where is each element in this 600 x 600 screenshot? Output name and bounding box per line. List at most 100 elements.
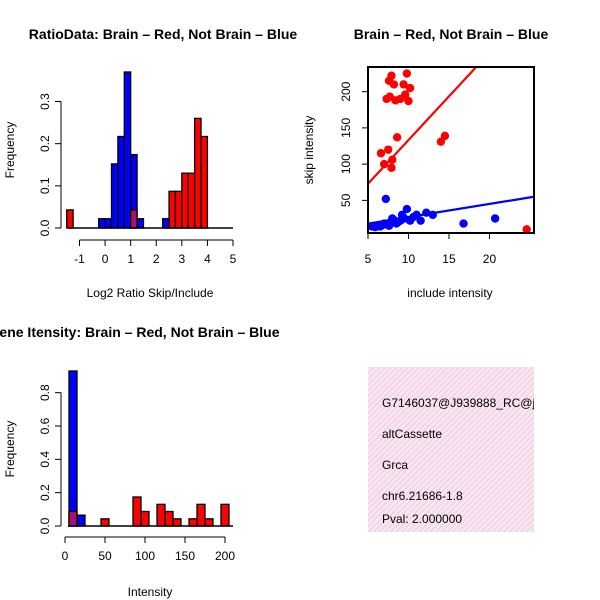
scatter-point-brain-16 xyxy=(388,155,397,164)
intensity-y-axis: 0.0 0.2 0.4 0.6 0.8 xyxy=(38,384,62,534)
scatter-y-tick-label: 200 xyxy=(339,81,353,101)
intensity-y-tick-label: 0.6 xyxy=(38,417,52,434)
ratio-bar-brain-5 xyxy=(187,172,196,229)
ratio-bar-not-brain-4 xyxy=(123,71,132,229)
intensity-bar-brain-7 xyxy=(188,518,198,527)
intensity-bar-brain-2 xyxy=(132,496,142,527)
info-panel-background xyxy=(368,367,534,532)
info-gene-id: G7146037@J939888_RC@j xyxy=(382,396,535,410)
ratio-bar-not-brain-10 xyxy=(162,218,170,229)
ratio-histogram-panel: RatioData: Brain – Red, Not Brain – Blue… xyxy=(3,26,297,300)
ratio-bar-overlap-1 xyxy=(132,210,136,228)
scatter-point-brain-15 xyxy=(379,159,389,169)
scatter-y-tick-label: 150 xyxy=(339,118,353,138)
scatter-point-brain-20 xyxy=(522,225,531,233)
scatter-point-brain-9 xyxy=(402,69,412,78)
intensity-bar-brain-10 xyxy=(220,503,230,527)
scatter-point-not-brain-24 xyxy=(459,219,468,228)
ratio-y-tick-label: 0.0 xyxy=(38,219,52,236)
intensity-bar-brain-5 xyxy=(164,510,174,527)
scatter-x-tick-label: 15 xyxy=(442,252,456,266)
scatter-point-brain-8 xyxy=(401,90,410,99)
ratio-x-tick-label: 5 xyxy=(230,252,237,266)
ratio-chart-title: RatioData: Brain – Red, Not Brain – Blue xyxy=(29,26,298,42)
intensity-y-label: Frequency xyxy=(3,421,17,478)
ratio-x-tick-label: 0 xyxy=(102,252,109,266)
ratio-bar-not-brain-2 xyxy=(110,163,119,229)
scatter-x-label: include intensity xyxy=(407,286,492,300)
scatter-point-brain-3 xyxy=(387,71,396,80)
ratio-x-label: Log2 Ratio Skip/Include xyxy=(87,286,214,300)
scatter-point-brain-17 xyxy=(387,163,396,172)
scatter-point-brain-10 xyxy=(405,83,415,93)
scatter-y-tick-label: 100 xyxy=(339,154,353,174)
info-panel: G7146037@J939888_RC@j altCassette Grca c… xyxy=(368,367,535,532)
ratio-y-tick-label: 0.3 xyxy=(38,93,52,110)
scatter-point-brain-14 xyxy=(376,149,386,158)
scatter-trend-brain xyxy=(368,67,478,185)
scatter-y-axis: 50 100 150 200 xyxy=(339,81,368,207)
ratio-x-tick-label: 2 xyxy=(153,252,160,266)
scatter-marks xyxy=(368,67,534,233)
ratio-x-tick-label: 1 xyxy=(127,252,134,266)
intensity-x-tick-label: 0 xyxy=(62,549,69,563)
scatter-point-brain-4 xyxy=(389,80,399,89)
ratio-bar-not-brain-1 xyxy=(104,218,113,229)
ratio-y-tick-label: 0.2 xyxy=(38,135,52,152)
scatter-panel: Brain – Red, Not Brain – Blue 5 10 15 20 50… xyxy=(302,26,549,300)
intensity-bar-brain-4 xyxy=(156,503,166,527)
ratio-bar-brain-4 xyxy=(181,172,189,229)
intensity-x-tick-label: 50 xyxy=(98,549,112,563)
intensity-x-tick-label: 100 xyxy=(135,549,155,563)
ratio-y-label: Frequency xyxy=(3,122,17,179)
ratio-x-tick-label: 3 xyxy=(178,252,185,266)
info-pval: Pval: 2.000000 xyxy=(382,512,462,526)
ratio-bar-not-brain-3 xyxy=(117,135,125,229)
scatter-y-label: skip intensity xyxy=(302,116,316,185)
ratio-bars xyxy=(66,71,209,229)
ratio-x-tick-label: 4 xyxy=(204,252,211,266)
scatter-y-tick-label: 50 xyxy=(339,193,353,207)
ratio-y-axis: 0.0 0.1 0.2 0.3 xyxy=(38,93,62,236)
info-gene-symbol: Grca xyxy=(382,458,408,472)
scatter-point-not-brain-7 xyxy=(381,194,391,204)
ratio-x-tick-label: -1 xyxy=(74,252,85,266)
scatter-point-brain-11 xyxy=(404,96,413,106)
intensity-bar-brain-3 xyxy=(140,510,150,527)
ratio-bar-not-brain-0 xyxy=(98,218,106,229)
intensity-x-tick-label: 200 xyxy=(215,549,235,563)
scatter-x-tick-label: 10 xyxy=(402,252,416,266)
scatter-point-not-brain-23 xyxy=(428,210,437,220)
ratio-bar-brain-2 xyxy=(168,190,177,229)
intensity-x-axis: 0 50 100 150 200 xyxy=(62,536,235,563)
ratio-bar-brain-7 xyxy=(200,135,209,229)
ratio-bar-brain-6 xyxy=(193,117,202,229)
intensity-bar-not-brain-0 xyxy=(68,370,78,527)
scatter-point-brain-19 xyxy=(440,131,450,141)
info-event-type: altCassette xyxy=(382,427,442,441)
scatter-point-brain-7 xyxy=(399,80,408,89)
intensity-x-tick-label: 150 xyxy=(175,549,195,563)
intensity-bar-brain-8 xyxy=(196,503,206,527)
scatter-x-tick-label: 20 xyxy=(483,252,497,266)
scatter-point-brain-12 xyxy=(392,133,402,142)
scatter-point-not-brain-21 xyxy=(416,216,425,225)
intensity-bar-brain-6 xyxy=(172,518,182,527)
scatter-point-not-brain-17 xyxy=(402,204,412,214)
scatter-point-brain-13 xyxy=(384,145,393,154)
intensity-bar-overlap-0 xyxy=(70,512,76,526)
scatter-chart-title: Brain – Red, Not Brain – Blue xyxy=(354,26,549,42)
intensity-bars xyxy=(68,370,230,527)
scatter-x-axis: 5 10 15 20 xyxy=(365,233,497,266)
intensity-bar-brain-9 xyxy=(204,518,214,527)
intensity-histogram-panel: Gene Itensity: Brain – Red, Not Brain – … xyxy=(0,324,280,599)
ratio-bar-not-brain-6 xyxy=(136,218,145,229)
ratio-bar-brain-3 xyxy=(174,190,183,229)
intensity-x-label: Intensity xyxy=(128,585,173,599)
ratio-y-tick-label: 0.1 xyxy=(38,177,52,194)
intensity-y-tick-label: 0.0 xyxy=(38,517,52,534)
scatter-point-not-brain-22 xyxy=(422,208,431,217)
scatter-x-tick-label: 5 xyxy=(365,252,372,266)
scatter-plot-frame xyxy=(367,66,535,234)
